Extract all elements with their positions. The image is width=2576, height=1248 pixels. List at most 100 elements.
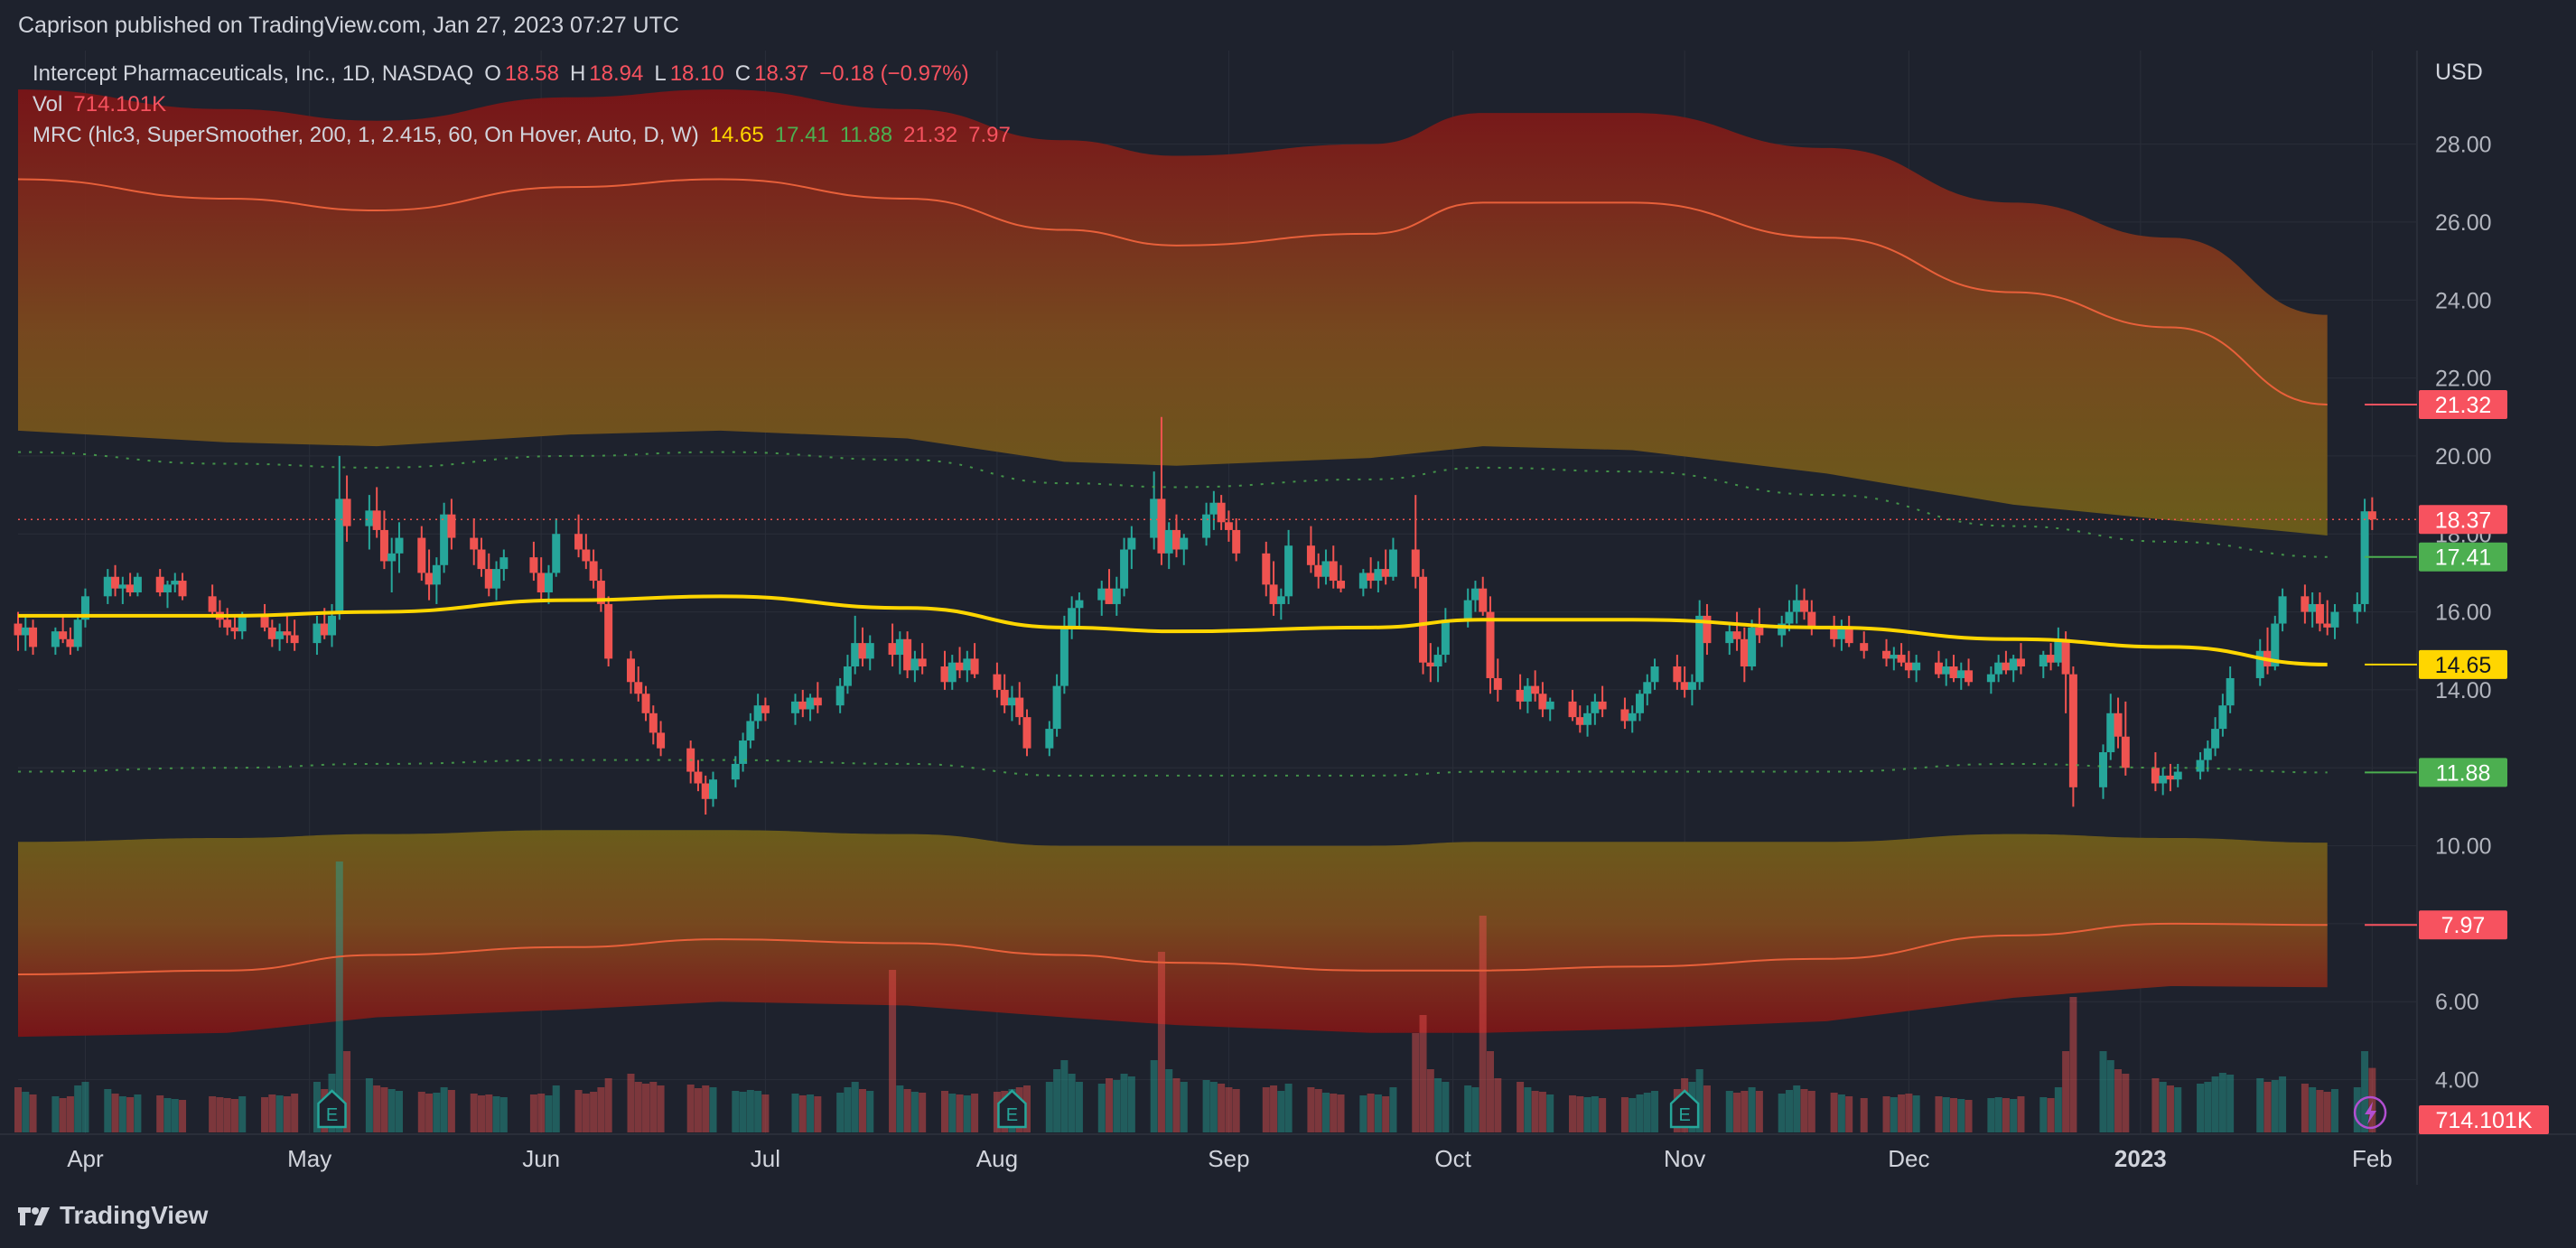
high-label: H [569, 61, 586, 86]
candle-body [2002, 662, 2011, 671]
volume-bar [343, 1051, 351, 1132]
volume-bar [814, 1096, 822, 1132]
candle-body [73, 619, 82, 647]
volume-bar [447, 1090, 455, 1132]
candle-body [2016, 658, 2025, 667]
candle-body [649, 712, 658, 733]
volume-bar [2069, 997, 2077, 1132]
volume-bar [2211, 1076, 2219, 1132]
volume-bar [81, 1082, 89, 1132]
volume-bar [686, 1085, 695, 1132]
volume-bar [440, 1087, 448, 1132]
volume-bar [1337, 1094, 1345, 1132]
candle-body [2047, 655, 2056, 663]
candle-body [2271, 623, 2280, 667]
candle-body [335, 498, 344, 612]
volume-bar [1113, 1080, 1121, 1132]
volume-bar [1180, 1082, 1188, 1132]
volume-bar [2256, 1078, 2264, 1132]
volume-bar [529, 1094, 537, 1132]
candle-body [1740, 638, 1749, 667]
volume-bar [1270, 1085, 1278, 1132]
candle-body [2196, 759, 2205, 772]
candle-body [1426, 662, 1435, 667]
volume-bar [940, 1091, 948, 1132]
earnings-label: E [1678, 1105, 1690, 1125]
candle-body [1329, 561, 1338, 582]
brand-name: TradingView [60, 1201, 209, 1229]
candle-body [2173, 771, 2182, 780]
volume-label-text: 714.101K [2435, 1108, 2532, 1133]
candle-body [260, 615, 269, 628]
candle-body [1785, 611, 1794, 624]
volume-bar [29, 1094, 37, 1132]
low-value: 18.10 [669, 61, 724, 86]
volume-bar [22, 1092, 30, 1132]
volume-bar [545, 1095, 553, 1132]
volume-bar [1755, 1091, 1763, 1132]
candle-body [552, 534, 561, 573]
y-tick-label: 6.00 [2435, 990, 2479, 1015]
candle-body [1904, 662, 1913, 671]
candle-body [940, 666, 949, 683]
candle-body [238, 615, 247, 632]
upper-inner-line [17, 451, 2328, 558]
volume-bar [2010, 1099, 2018, 1132]
volume-bar [761, 1094, 770, 1132]
candle-body [1949, 666, 1958, 678]
candle-body [1209, 502, 1218, 515]
change-value: −0.18 (−0.97%) [819, 61, 969, 86]
tradingview-logo-icon [18, 1207, 50, 1225]
candle-body [537, 573, 546, 592]
candle-body [1470, 588, 1479, 601]
volume-bar [492, 1096, 500, 1132]
volume-bar [1725, 1091, 1733, 1132]
candle-body [910, 658, 919, 671]
x-tick-label: Oct [1434, 1145, 1471, 1172]
candle-body [993, 674, 1002, 690]
volume-bar [433, 1093, 441, 1132]
volume-bar [1898, 1094, 1906, 1132]
volume-bar [1262, 1087, 1270, 1132]
tradingview-logo[interactable]: TradingView [16, 1201, 208, 1230]
earnings-icon-shape [997, 1089, 1027, 1129]
volume-value: 714.101K [73, 92, 167, 116]
candle-body [223, 619, 232, 628]
volume-bar [1359, 1095, 1367, 1132]
x-tick-label: 2023 [2114, 1145, 2167, 1172]
volume-bar [971, 1094, 979, 1132]
candle-body [589, 561, 598, 582]
lower-band [18, 830, 2328, 1038]
candle-body [2315, 603, 2324, 624]
candle-body [1568, 701, 1577, 718]
volume-bar [574, 1090, 583, 1132]
volume-bar [66, 1096, 74, 1132]
volume-bar [1965, 1100, 1973, 1132]
candle-body [2009, 658, 2018, 671]
y-tick-label: 10.00 [2435, 834, 2492, 860]
candle-body [171, 581, 180, 585]
candle-body [1942, 666, 1951, 675]
volume-bar [1695, 1069, 1703, 1132]
volume-bar [2062, 1051, 2070, 1132]
y-tick-label: 22.00 [2435, 367, 2492, 392]
volume-bar [956, 1094, 964, 1132]
volume-bar [118, 1096, 126, 1132]
candle-body [2203, 748, 2212, 760]
candle-body [2098, 751, 2107, 787]
candle-body [313, 623, 322, 644]
candle-body [267, 627, 276, 639]
upper-outer-line [17, 178, 2328, 405]
candle-body [283, 631, 292, 636]
candle-body [1068, 608, 1077, 628]
candle-body [21, 627, 30, 636]
candle-body [111, 576, 120, 589]
candle-body [1591, 701, 1600, 713]
open-value: 18.58 [504, 61, 559, 86]
candle-body [1276, 596, 1285, 604]
volume-bar [1748, 1087, 1756, 1132]
volume-bar [634, 1082, 642, 1132]
volume-bar [2368, 1067, 2376, 1132]
